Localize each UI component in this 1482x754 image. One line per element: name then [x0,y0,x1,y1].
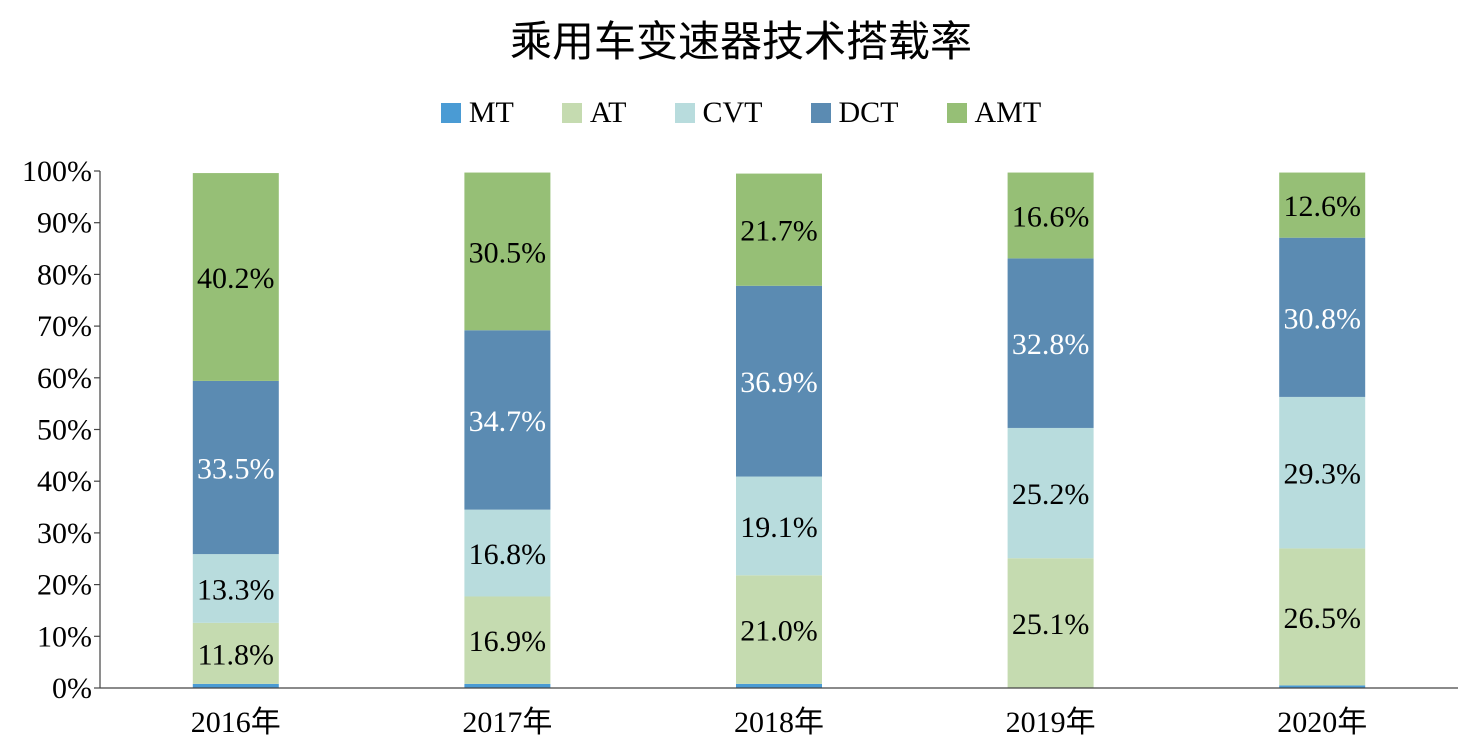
y-tick-label: 0% [52,672,92,705]
legend-swatch [440,103,461,123]
chart-title: 乘用车变速器技术搭载率 [509,17,972,66]
y-tick-label: 70% [37,310,92,343]
y-tick-label: 80% [37,258,92,291]
x-tick-label: 2016年 [191,706,281,739]
bar-at [192,622,279,684]
data-label: 21.0% [740,615,818,648]
bar-dct [1007,258,1094,428]
legend-swatch [946,103,967,123]
data-label: 33.5% [197,452,275,485]
bar-dct [192,380,279,555]
bar-cvt [1279,396,1366,549]
y-tick-label: 40% [37,465,92,498]
legend-label: DCT [838,96,899,129]
data-label: 12.6% [1283,190,1361,223]
data-label: 36.9% [740,366,818,399]
bar-amt [192,173,279,381]
legend-item-cvt: CVT [674,96,763,130]
y-tick-label: 10% [37,620,92,653]
y-tick-label: 90% [37,207,92,240]
x-tick-label: 2018年 [734,706,824,739]
bar-cvt [192,554,279,623]
data-label: 30.5% [469,236,547,269]
x-tick-label: 2017年 [462,706,552,739]
bar-dct [464,330,551,510]
y-tick-label: 20% [37,569,92,602]
bar-at [736,575,822,684]
legend-item-amt: AMT [946,96,1042,130]
bar-at [464,596,551,684]
legend-swatch [674,103,695,123]
bar-cvt [464,509,551,597]
legend-label: AT [589,96,627,129]
bar-amt [464,172,551,331]
bar-mt [736,683,822,688]
legend-label: MT [468,96,514,129]
data-label: 13.3% [197,573,275,606]
data-label: 19.1% [740,511,818,544]
x-tick-label: 2019年 [1006,706,1096,739]
legend-item-mt: MT [440,96,514,130]
y-tick-label: 60% [37,362,92,395]
y-tick-label: 100% [22,155,92,188]
data-label: 29.3% [1283,458,1361,491]
bar-amt [1279,172,1366,238]
legend-item-at: AT [561,96,627,130]
data-label: 30.8% [1283,302,1361,335]
data-label: 34.7% [469,405,547,438]
bar-at [1007,558,1094,688]
bar-at [1279,548,1366,686]
data-label: 11.8% [198,638,274,671]
legend-label: CVT [702,96,763,129]
x-tick-label: 2020年 [1277,706,1367,739]
bar-mt [464,683,551,688]
data-label: 32.8% [1012,328,1090,361]
legend-label: AMT [974,96,1042,129]
legend-swatch [561,103,582,123]
y-tick-label: 30% [37,517,92,550]
bar-amt [1007,172,1094,259]
legend-swatch [810,103,831,123]
bar-dct [736,285,822,477]
bar-mt [1279,685,1366,688]
data-label: 25.1% [1012,608,1090,641]
data-label: 40.2% [197,262,275,295]
data-label: 21.7% [740,215,818,248]
bar-amt [736,173,822,286]
bar-cvt [1007,427,1094,559]
bar-dct [1279,237,1366,397]
legend: MT AT CVT DCT AMT [0,96,1482,130]
y-tick-label: 50% [37,414,92,447]
legend-item-dct: DCT [810,96,899,130]
data-label: 25.2% [1012,478,1090,511]
data-label: 16.9% [469,625,547,658]
data-label: 16.8% [469,538,547,571]
data-label: 16.6% [1012,200,1090,233]
bar-cvt [736,476,822,576]
bar-mt [192,683,279,688]
data-label: 26.5% [1283,602,1361,635]
